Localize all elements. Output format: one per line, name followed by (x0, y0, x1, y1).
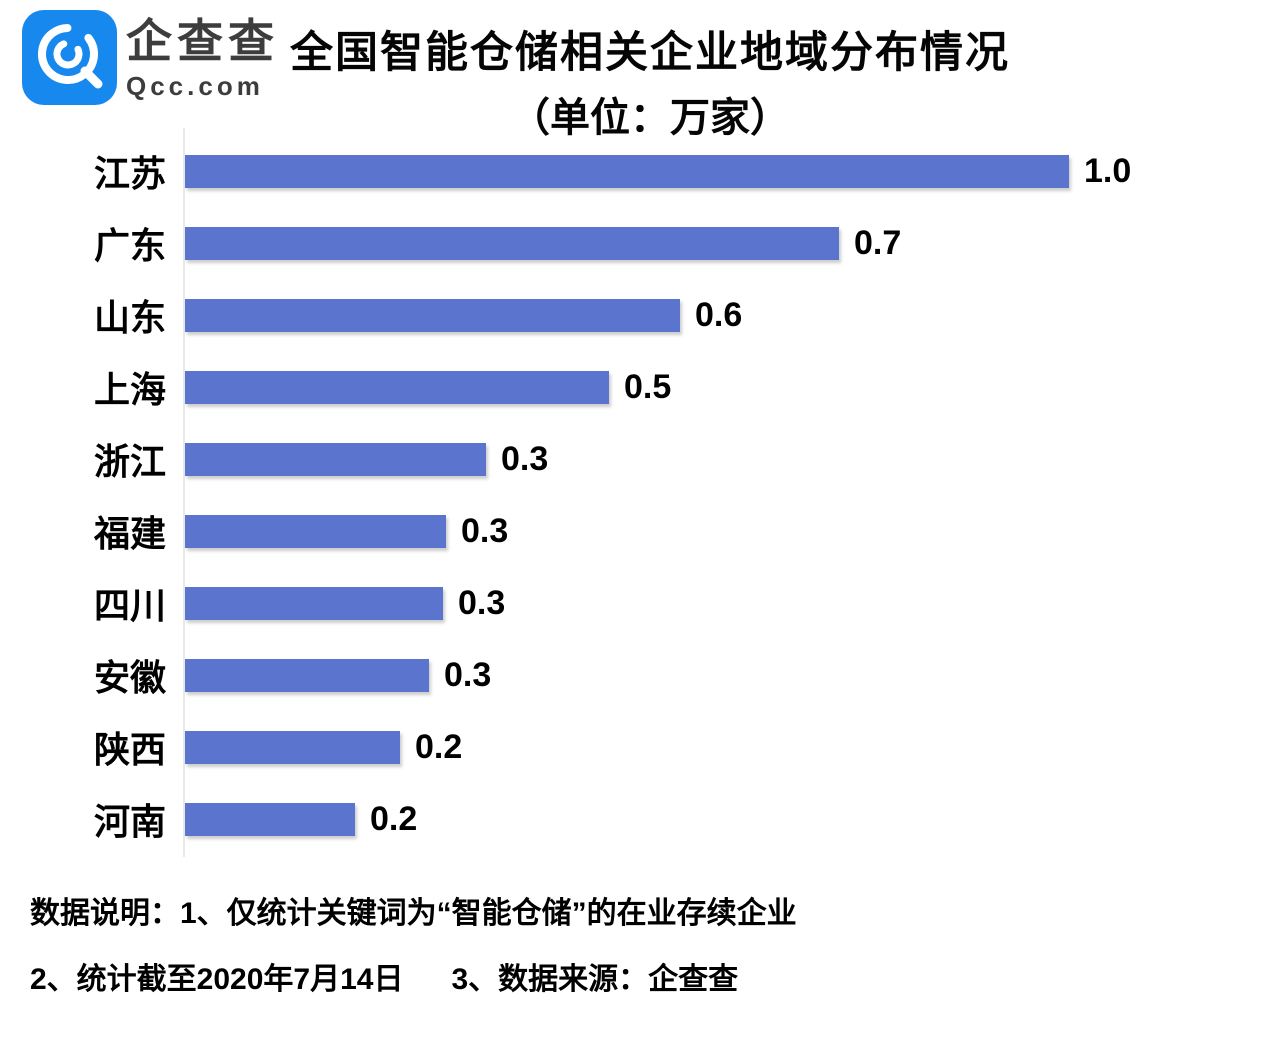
value-label: 1.0 (1084, 151, 1132, 190)
bar (185, 730, 400, 764)
value-label: 0.2 (370, 799, 418, 838)
y-axis-line (183, 128, 185, 857)
bar-row: 四川 0.3 (0, 567, 1268, 639)
brand-name: 企查查 (126, 15, 279, 67)
category-label: 山东 (93, 297, 166, 338)
value-label: 0.3 (461, 511, 509, 550)
category-label: 安徽 (93, 657, 166, 698)
value-label: 0.5 (624, 367, 672, 406)
qcc-q-glyph-icon (38, 23, 103, 89)
bar-row: 陕西 0.2 (0, 711, 1268, 783)
brand-domain: Qcc.com (126, 70, 264, 101)
bar-row: 福建 0.3 (0, 495, 1268, 567)
bar-row: 河南 0.2 (0, 783, 1268, 855)
value-label: 0.3 (444, 655, 492, 694)
category-label: 四川 (93, 585, 166, 626)
category-label: 江苏 (93, 153, 166, 194)
data-note-line1: 数据说明：1、仅统计关键词为“智能仓储”的在业存续企业 (30, 897, 797, 930)
data-note-line2: 2、统计截至2020年7月14日 3、数据来源：企查查 (30, 954, 738, 998)
category-label: 河南 (93, 801, 166, 842)
chart-title: 全国智能仓储相关企业地域分布情况 (290, 29, 1010, 77)
bar (185, 154, 1069, 188)
data-note-cutoff: 2、统计截至2020年7月14日 (30, 963, 404, 996)
category-label: 陕西 (93, 729, 166, 770)
value-label: 0.6 (695, 295, 743, 334)
bar-row: 安徽 0.3 (0, 639, 1268, 711)
category-label: 上海 (93, 369, 166, 410)
bar-row: 广东 0.7 (0, 207, 1268, 279)
bar (185, 442, 486, 476)
chart-title-block: 全国智能仓储相关企业地域分布情况 （单位：万家） (250, 18, 1050, 143)
bar (185, 802, 355, 836)
value-label: 0.3 (501, 439, 549, 478)
value-label: 0.2 (415, 727, 463, 766)
bar (185, 658, 429, 692)
value-label: 0.3 (458, 583, 506, 622)
bar-row: 上海 0.5 (0, 351, 1268, 423)
bar (185, 226, 839, 260)
bar-row: 江苏 1.0 (0, 135, 1268, 207)
bar-chart: 江苏 1.0 广东 0.7 山东 0.6 上海 0.5 浙江 0.3 福建 0.… (0, 128, 1268, 857)
brand-text: 企查查 Qcc.com (126, 16, 279, 102)
bar-row: 山东 0.6 (0, 279, 1268, 351)
category-label: 福建 (93, 513, 166, 554)
value-label: 0.7 (854, 223, 902, 262)
bar (185, 586, 443, 620)
data-note-source: 3、数据来源：企查查 (451, 963, 739, 996)
bar-row: 浙江 0.3 (0, 423, 1268, 495)
bar (185, 298, 680, 332)
qcc-logo-icon (22, 10, 117, 105)
bar (185, 514, 446, 548)
category-label: 广东 (93, 225, 166, 266)
chart-unit-subtitle: （单位：万家） (510, 96, 790, 140)
bar (185, 370, 609, 404)
category-label: 浙江 (93, 441, 166, 482)
bar-rows-container: 江苏 1.0 广东 0.7 山东 0.6 上海 0.5 浙江 0.3 福建 0.… (0, 135, 1268, 855)
